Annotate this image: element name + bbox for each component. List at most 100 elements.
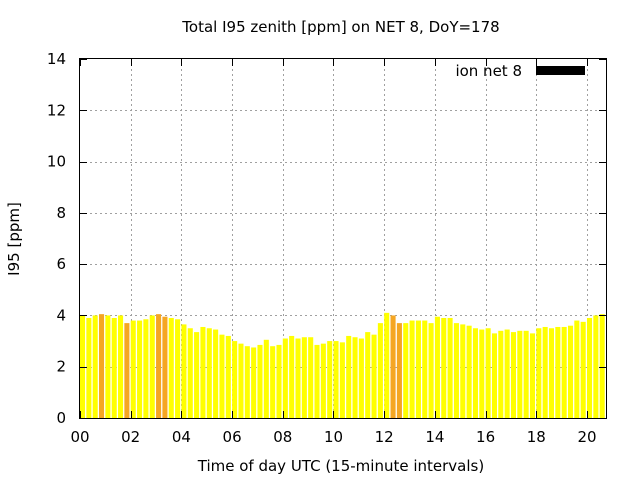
bar [523,330,529,418]
bar [181,324,187,418]
axis-ticks [80,59,606,419]
bar [434,316,440,418]
legend-label: ion net 8 [455,62,522,80]
bar [346,335,352,418]
bar [175,319,181,418]
bar [118,315,124,418]
bar [282,338,288,418]
bar [529,333,536,418]
bar [314,344,320,418]
x-tick-label: 08 [273,428,292,446]
chart-title: Total I95 zenith [ppm] on NET 8, DoY=178 [181,18,499,36]
bar [99,314,105,418]
bar [168,317,174,418]
x-tick-label: 12 [375,428,394,446]
bar [358,338,364,418]
x-tick-label: 14 [425,428,444,446]
bar [580,321,586,418]
bar [149,315,155,418]
y-tick-label: 0 [56,409,66,427]
bar [593,315,599,418]
bar [111,317,117,418]
bar [206,328,212,418]
x-tick-label: 02 [121,428,140,446]
bar [460,324,466,418]
legend-swatch [536,66,585,75]
bar [156,314,162,418]
y-tick-label: 2 [56,358,66,376]
bar [441,317,447,418]
x-tick-label: 00 [70,428,89,446]
bar [80,315,86,418]
bar [472,328,478,418]
bar [377,323,383,418]
bar [599,314,605,418]
y-tick-label: 12 [47,101,66,119]
y-tick-label: 10 [47,153,66,171]
legend: ion net 8 [455,62,585,80]
bar [333,341,339,418]
bar [548,328,555,418]
x-tick-labels: 00 02 04 06 08 10 12 14 16 18 20 [70,428,596,446]
bar [447,317,453,418]
bar [143,319,149,418]
bar [244,346,250,418]
bar [200,326,206,418]
bar [219,334,225,418]
bar [485,328,491,418]
bar [232,341,238,418]
bar [428,323,434,418]
bar [238,343,244,418]
bar [137,320,143,418]
bar [396,323,402,418]
bar [124,323,130,418]
bar [194,332,200,418]
x-tick-label: 18 [527,428,546,446]
x-axis-title: Time of day UTC (15-minute intervals) [197,457,484,475]
bar [491,333,497,418]
y-tick-label: 14 [47,50,66,68]
bar [327,341,333,418]
bar [498,330,504,418]
bar [542,326,548,418]
bar [536,328,542,418]
bar [320,343,326,418]
bar [403,323,409,418]
bar [92,315,98,418]
bar [555,326,561,418]
bar [187,328,193,418]
bar [479,329,485,418]
x-tick-label: 06 [223,428,242,446]
bar [270,346,276,418]
bar [301,337,307,418]
x-tick-label: 10 [324,428,343,446]
bar [257,344,263,418]
bar [295,338,301,418]
bar [517,330,523,418]
bar [339,342,345,418]
bar [276,344,282,418]
y-tick-label: 6 [56,255,66,273]
bar [308,337,314,418]
bar [86,317,92,418]
bar [510,332,517,418]
y-tick-label: 8 [56,204,66,222]
bar [453,323,459,418]
y-tick-labels: 0 2 4 6 8 10 12 14 [47,50,66,427]
bar [586,317,593,418]
bar [213,329,219,418]
bar [384,312,390,418]
x-tick-label: 04 [172,428,191,446]
bar [409,320,415,418]
bar [263,339,269,418]
bar [251,347,257,418]
x-tick-label: 16 [476,428,495,446]
bar [130,320,136,418]
bar [289,335,295,418]
y-tick-label: 4 [56,306,66,324]
plot-frame [79,58,607,419]
bar [422,320,428,418]
bar [225,335,231,418]
bar [365,332,371,418]
